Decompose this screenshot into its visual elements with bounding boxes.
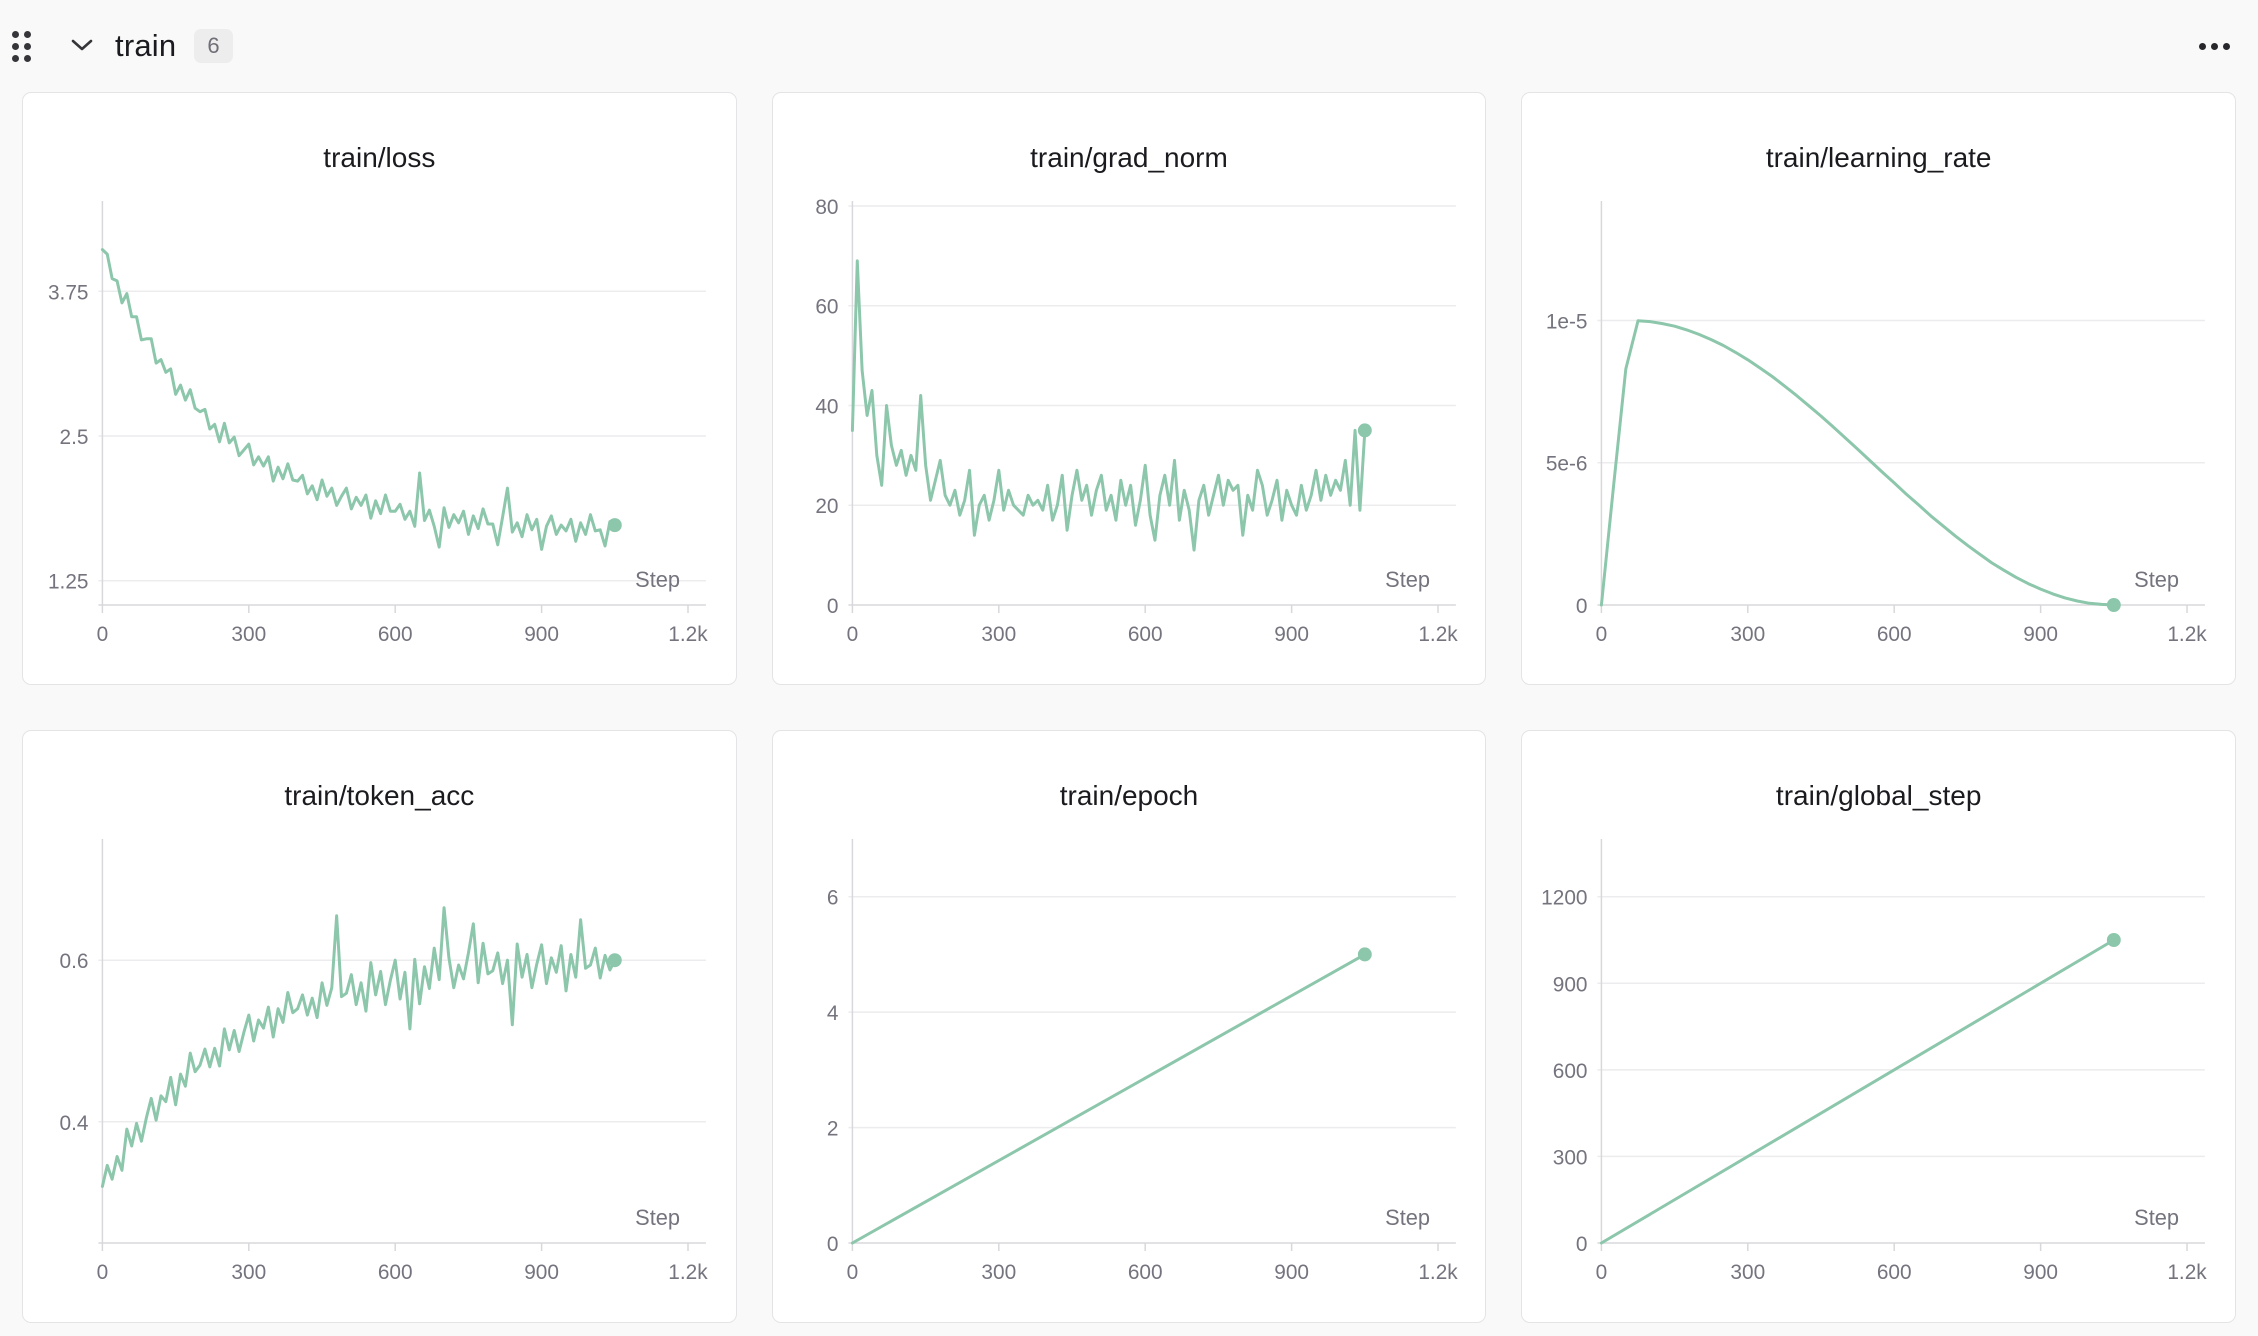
x-tick-label: 300 <box>981 623 1016 646</box>
x-tick-label: 900 <box>2024 623 2059 646</box>
y-tick-label: 0 <box>1576 1233 1588 1256</box>
step-axis-label: Step <box>2135 567 2180 592</box>
chevron-down-icon <box>69 37 95 56</box>
series-end-dot <box>607 518 622 533</box>
y-tick-label: 1.25 <box>48 571 89 594</box>
y-tick-label: 5e-6 <box>1546 453 1588 476</box>
y-tick-label: 3.75 <box>48 281 89 304</box>
x-tick-label: 300 <box>1731 623 1766 646</box>
series-line <box>100 248 617 551</box>
chart-plot[interactable]: 0.4 0.6 0 300 600 900 1.2k Step <box>23 731 736 1322</box>
chart-plot[interactable]: 0 2 4 6 0 300 600 900 1.2k Step <box>773 731 1486 1322</box>
section-more-menu-button[interactable] <box>2193 37 2236 56</box>
x-tick-label: 300 <box>231 623 266 646</box>
x-tick-label: 600 <box>1877 623 1912 646</box>
y-tick-label: 2 <box>827 1118 839 1141</box>
chart-plot[interactable]: 1.25 2.5 3.75 0 300 600 900 1.2k Step <box>23 93 736 684</box>
step-axis-label: Step <box>1385 1205 1430 1230</box>
y-tick-label: 300 <box>1553 1146 1588 1169</box>
chart-card-learning-rate[interactable]: train/learning_rate 0 5e-6 1e-5 0 300 600 900 1… <box>1521 92 2236 685</box>
x-tick-label: 0 <box>97 623 109 646</box>
x-tick-label: 600 <box>378 1261 413 1284</box>
drag-handle-icon[interactable] <box>12 30 31 62</box>
x-tick-label: 300 <box>231 1261 266 1284</box>
step-axis-label: Step <box>635 1205 680 1230</box>
y-tick-label: 0 <box>1576 595 1588 618</box>
series-line <box>850 259 1367 552</box>
series-line <box>100 906 617 1188</box>
y-tick-label: 20 <box>815 495 838 518</box>
x-tick-label: 600 <box>1877 1261 1912 1284</box>
x-tick-label: 900 <box>524 1261 559 1284</box>
x-tick-label: 1.2k <box>1418 623 1458 646</box>
y-tick-label: 0.4 <box>60 1112 89 1135</box>
x-tick-label: 900 <box>524 623 559 646</box>
x-tick-label: 300 <box>1731 1261 1766 1284</box>
x-tick-label: 600 <box>378 623 413 646</box>
section-header: train 6 <box>0 0 2258 92</box>
chart-card-token-acc[interactable]: train/token_acc 0.4 0.6 0 300 600 900 1.2k Step <box>22 730 737 1323</box>
series-end-dot <box>1357 423 1372 438</box>
step-axis-label: Step <box>635 567 680 592</box>
x-tick-label: 0 <box>846 1261 858 1284</box>
x-tick-label: 1.2k <box>1418 1261 1458 1284</box>
section-collapse-button[interactable] <box>69 37 95 56</box>
charts-grid: train/loss 1.25 2.5 3.75 0 300 600 900 1.2k Step… <box>0 92 2258 1323</box>
series-end-dot <box>2107 933 2122 947</box>
ellipsis-icon <box>2199 42 2230 50</box>
x-tick-label: 900 <box>2024 1261 2059 1284</box>
step-axis-label: Step <box>2135 1205 2180 1230</box>
y-tick-label: 1200 <box>1541 887 1587 910</box>
series-end-dot <box>1357 947 1372 962</box>
y-tick-label: 900 <box>1553 973 1588 996</box>
panel-count-badge: 6 <box>194 28 233 64</box>
chart-title: train/grad_norm <box>1030 142 1228 173</box>
chart-plot[interactable]: 0 5e-6 1e-5 0 300 600 900 1.2k Step <box>1522 93 2235 684</box>
y-tick-label: 40 <box>815 395 838 418</box>
x-tick-label: 900 <box>1274 623 1309 646</box>
chart-card-grad-norm[interactable]: train/grad_norm 0 20 40 60 80 0 300 600 900 1.2k S… <box>771 92 1487 685</box>
chart-title: train/epoch <box>1059 780 1199 811</box>
y-tick-label: 6 <box>827 887 839 910</box>
x-tick-label: 1.2k <box>2168 1261 2208 1284</box>
y-tick-label: 1e-5 <box>1546 310 1588 333</box>
x-tick-label: 0 <box>97 1261 109 1284</box>
chart-plot[interactable]: 0 300 600 900 1200 0 300 600 900 1.2k Step <box>1522 731 2235 1322</box>
chart-title: train/token_acc <box>284 780 475 811</box>
x-tick-label: 0 <box>846 623 858 646</box>
x-tick-label: 600 <box>1127 623 1162 646</box>
y-tick-label: 2.5 <box>60 426 89 449</box>
x-tick-label: 0 <box>1596 1261 1608 1284</box>
x-tick-label: 1.2k <box>668 1261 708 1284</box>
x-tick-label: 1.2k <box>668 623 708 646</box>
chart-title: train/learning_rate <box>1765 142 1992 173</box>
series-end-dot <box>607 953 622 968</box>
y-tick-label: 0 <box>827 595 839 618</box>
y-tick-label: 0.6 <box>60 950 89 973</box>
series-line <box>1600 319 2116 607</box>
chart-plot[interactable]: 0 20 40 60 80 0 300 600 900 1.2k Step <box>773 93 1486 684</box>
y-tick-label: 4 <box>827 1002 839 1025</box>
series-line <box>850 952 1367 1245</box>
x-tick-label: 0 <box>1596 623 1608 646</box>
chart-card-epoch[interactable]: train/epoch 0 2 4 6 0 300 600 900 1.2k Step <box>771 730 1487 1323</box>
step-axis-label: Step <box>1385 567 1430 592</box>
x-tick-label: 600 <box>1127 1261 1162 1284</box>
x-tick-label: 300 <box>981 1261 1016 1284</box>
series-line <box>1600 938 2116 1245</box>
y-tick-label: 0 <box>827 1233 839 1256</box>
x-tick-label: 900 <box>1274 1261 1309 1284</box>
chart-card-loss[interactable]: train/loss 1.25 2.5 3.75 0 300 600 900 1.2k Step <box>22 92 737 685</box>
series-end-dot <box>2107 598 2122 612</box>
chart-title: train/loss <box>323 142 436 173</box>
chart-title: train/global_step <box>1775 780 1982 811</box>
x-tick-label: 1.2k <box>2168 623 2208 646</box>
y-tick-label: 80 <box>815 196 838 219</box>
y-tick-label: 600 <box>1553 1060 1588 1083</box>
chart-card-global-step[interactable]: train/global_step 0 300 600 900 1200 0 300 600 9… <box>1521 730 2236 1323</box>
section-title: train <box>115 28 177 63</box>
y-tick-label: 60 <box>815 296 838 319</box>
